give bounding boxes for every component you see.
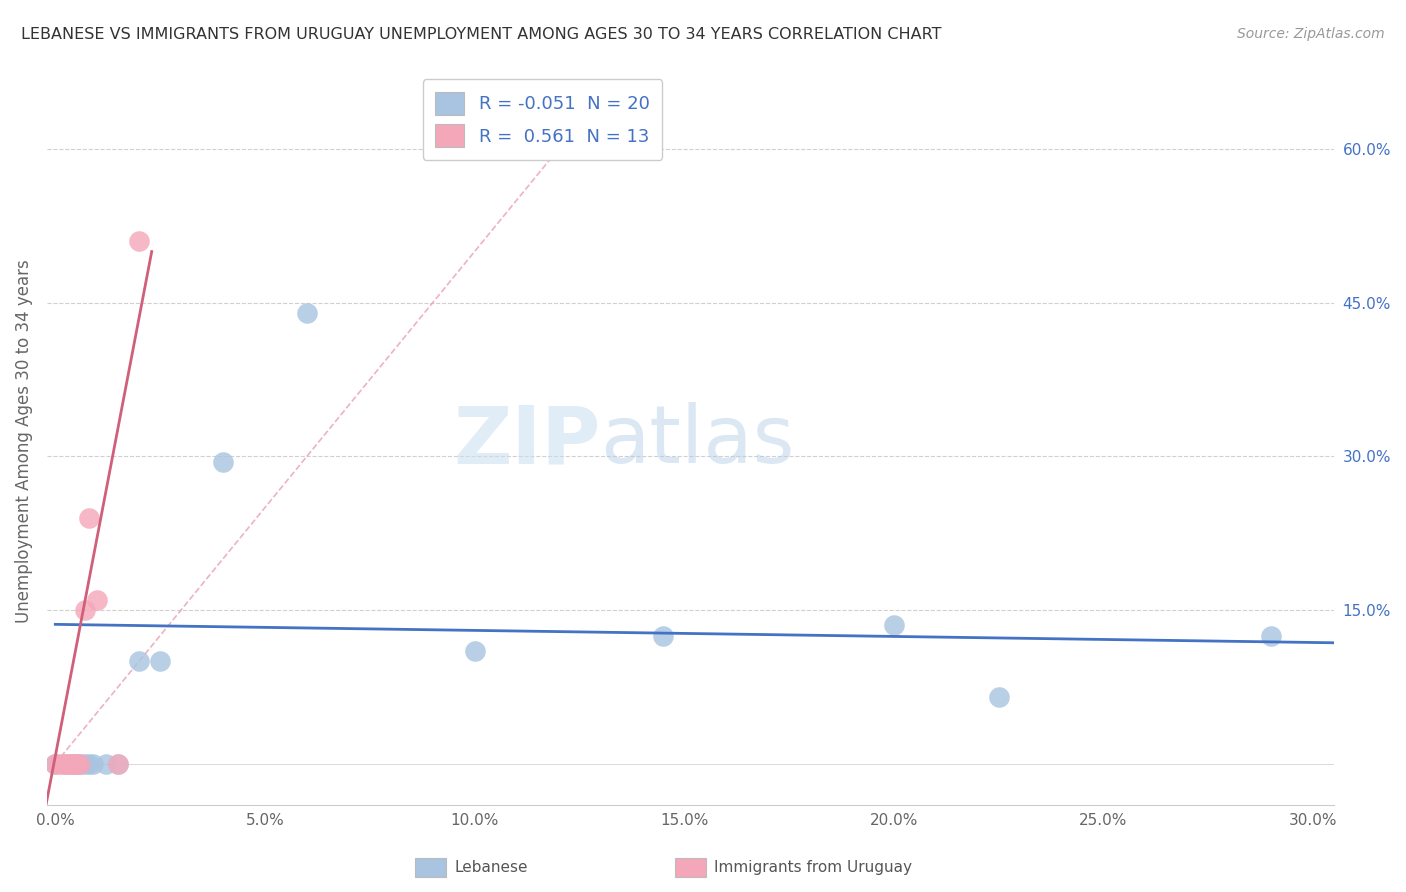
Point xyxy=(128,654,150,668)
Point xyxy=(73,603,96,617)
Point xyxy=(77,511,100,525)
Text: Immigrants from Uruguay: Immigrants from Uruguay xyxy=(714,860,912,875)
Point xyxy=(82,756,104,771)
Point xyxy=(60,756,83,771)
Point xyxy=(73,756,96,771)
Point xyxy=(60,756,83,771)
Point xyxy=(44,756,66,771)
FancyBboxPatch shape xyxy=(415,858,446,878)
Point xyxy=(128,235,150,249)
Text: Source: ZipAtlas.com: Source: ZipAtlas.com xyxy=(1237,27,1385,41)
Point xyxy=(86,592,108,607)
Point xyxy=(149,654,172,668)
Text: ZIP: ZIP xyxy=(453,402,600,480)
Point xyxy=(883,618,905,632)
Y-axis label: Unemployment Among Ages 30 to 34 years: Unemployment Among Ages 30 to 34 years xyxy=(15,260,32,623)
Text: atlas: atlas xyxy=(600,402,794,480)
Point xyxy=(107,756,129,771)
Point xyxy=(987,690,1010,704)
Point xyxy=(65,756,87,771)
Point xyxy=(295,306,318,320)
Text: Lebanese: Lebanese xyxy=(454,860,527,875)
Legend: R = -0.051  N = 20, R =  0.561  N = 13: R = -0.051 N = 20, R = 0.561 N = 13 xyxy=(423,79,662,160)
Point xyxy=(652,629,675,643)
Point xyxy=(464,644,486,658)
Point xyxy=(52,756,75,771)
Point xyxy=(65,756,87,771)
Point xyxy=(44,756,66,771)
Point xyxy=(69,756,91,771)
Point xyxy=(65,756,87,771)
Point xyxy=(107,756,129,771)
FancyBboxPatch shape xyxy=(675,858,706,878)
Text: LEBANESE VS IMMIGRANTS FROM URUGUAY UNEMPLOYMENT AMONG AGES 30 TO 34 YEARS CORRE: LEBANESE VS IMMIGRANTS FROM URUGUAY UNEM… xyxy=(21,27,942,42)
Point xyxy=(212,454,235,468)
Point xyxy=(69,756,91,771)
Point xyxy=(94,756,117,771)
Point xyxy=(56,756,79,771)
Point xyxy=(56,756,79,771)
Point xyxy=(52,756,75,771)
Point xyxy=(1260,629,1282,643)
Point xyxy=(77,756,100,771)
Point xyxy=(48,756,70,771)
